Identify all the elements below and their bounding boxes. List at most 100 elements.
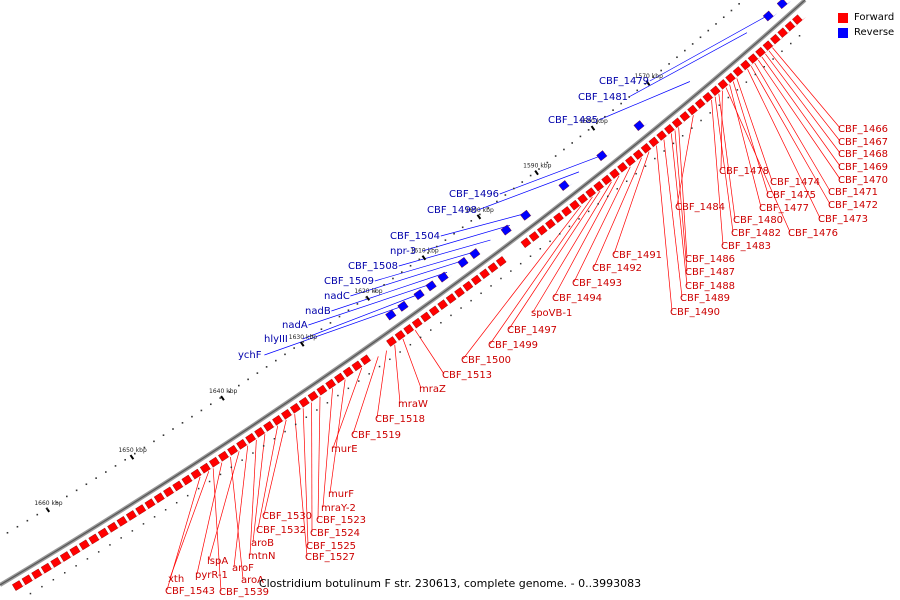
inner-tick bbox=[500, 277, 502, 280]
forward-gene-face bbox=[722, 81, 732, 90]
backbone-line bbox=[0, 0, 806, 586]
inner-tick bbox=[337, 394, 339, 397]
forward-connector bbox=[720, 90, 723, 171]
forward-gene-label: CBF_1499 bbox=[488, 340, 538, 351]
forward-gene-face bbox=[231, 448, 242, 456]
forward-gene-face bbox=[475, 277, 486, 286]
forward-gene-label: murF bbox=[328, 489, 354, 500]
minor-tick bbox=[56, 501, 58, 504]
minor-tick bbox=[85, 483, 88, 486]
forward-gene-label: CBF_1488 bbox=[685, 281, 735, 292]
forward-gene-face bbox=[44, 566, 56, 574]
forward-gene bbox=[50, 556, 62, 568]
tick-mark bbox=[421, 255, 427, 261]
inner-tick bbox=[186, 494, 189, 497]
reverse-gene-label: CBF_1485 bbox=[548, 115, 598, 126]
inner-tick bbox=[197, 487, 200, 490]
forward-connector bbox=[249, 439, 257, 556]
genome-backbone bbox=[0, 0, 807, 587]
minor-tick bbox=[444, 239, 447, 241]
inner-tick bbox=[175, 501, 178, 504]
gene-labels: CBF_1479 CBF_1481 CBF_1485 CBF_1496 CBF_1498… bbox=[165, 76, 888, 598]
inner-tick bbox=[326, 402, 329, 404]
forward-gene bbox=[78, 539, 90, 551]
minor-tick bbox=[36, 513, 39, 516]
minor-tick bbox=[247, 378, 249, 381]
minor-tick bbox=[133, 452, 136, 455]
forward-connector bbox=[761, 56, 841, 167]
forward-connector bbox=[593, 157, 642, 268]
reverse-connector bbox=[649, 17, 765, 82]
inner-tick bbox=[672, 142, 675, 145]
forward-gene bbox=[403, 323, 415, 335]
minor-tick bbox=[124, 458, 126, 461]
forward-gene-label: xth bbox=[168, 574, 184, 585]
forward-gene-face bbox=[267, 424, 278, 432]
minor-tick bbox=[191, 415, 193, 418]
forward-gene bbox=[687, 104, 698, 116]
minor-tick bbox=[293, 347, 295, 349]
forward-gene-label: CBF_1466 bbox=[838, 124, 888, 135]
legend-reverse-label: Reverse bbox=[854, 27, 895, 38]
forward-connector bbox=[402, 338, 422, 389]
forward-gene-face bbox=[653, 139, 663, 147]
forward-gene-label: CBF_1472 bbox=[828, 200, 878, 211]
forward-gene-face bbox=[101, 530, 113, 539]
tick-mark bbox=[129, 454, 135, 460]
inner-tick bbox=[86, 558, 89, 560]
forward-connector bbox=[317, 396, 321, 520]
inner-tick bbox=[606, 195, 609, 198]
forward-gene-label: murE bbox=[331, 444, 358, 455]
forward-gene bbox=[648, 136, 660, 148]
inner-tick bbox=[142, 523, 145, 525]
forward-connector bbox=[169, 471, 210, 579]
reverse-gene-face bbox=[563, 182, 574, 191]
inner-tick bbox=[480, 292, 482, 295]
reverse-gene bbox=[469, 248, 481, 260]
forward-gene-label: CBF_1543 bbox=[165, 586, 215, 597]
forward-gene bbox=[561, 206, 572, 217]
forward-gene-label: CBF_1476 bbox=[788, 228, 838, 239]
inner-tick bbox=[389, 358, 391, 361]
forward-gene bbox=[153, 492, 165, 504]
reverse-gene-label: hlyIII bbox=[264, 334, 288, 345]
forward-swatch bbox=[838, 12, 848, 23]
inner-tick bbox=[644, 165, 647, 167]
reverse-gene-face bbox=[401, 303, 413, 312]
forward-gene-face bbox=[203, 465, 215, 474]
forward-connector bbox=[678, 127, 688, 259]
forward-gene-face bbox=[285, 412, 296, 420]
forward-gene-face bbox=[668, 126, 679, 135]
inner-tick bbox=[539, 248, 542, 250]
forward-gene bbox=[732, 66, 744, 77]
minor-tick bbox=[668, 63, 670, 65]
forward-gene-face bbox=[424, 314, 435, 323]
reverse-gene bbox=[500, 224, 512, 236]
inner-tick bbox=[164, 509, 167, 511]
minor-tick bbox=[470, 220, 473, 222]
minor-tick bbox=[265, 366, 268, 368]
minor-tick bbox=[513, 187, 515, 190]
forward-gene-label: CBF_1467 bbox=[838, 137, 888, 148]
minor-tick bbox=[487, 207, 490, 209]
tick-label: 1580 kbp bbox=[580, 118, 608, 125]
minor-tick bbox=[521, 181, 524, 183]
forward-gene-label: CBF_1527 bbox=[305, 552, 355, 563]
forward-gene bbox=[428, 305, 440, 317]
inner-tick bbox=[798, 35, 801, 37]
forward-gene-label: aroF bbox=[232, 563, 254, 574]
forward-gene-face bbox=[120, 519, 132, 527]
forward-gene-face bbox=[458, 289, 469, 298]
forward-gene-face bbox=[390, 339, 401, 347]
forward-connector bbox=[196, 462, 223, 575]
minor-tick bbox=[554, 155, 557, 157]
forward-gene-face bbox=[25, 577, 37, 585]
reverse-gene-face bbox=[417, 292, 429, 300]
reverse-gene bbox=[457, 257, 469, 268]
minor-tick bbox=[660, 69, 662, 72]
tick-label: 1610 kbp bbox=[410, 248, 438, 255]
forward-gene-face bbox=[176, 483, 187, 492]
minor-tick bbox=[538, 168, 540, 170]
inner-tick bbox=[790, 42, 792, 45]
minor-tick bbox=[644, 82, 647, 85]
